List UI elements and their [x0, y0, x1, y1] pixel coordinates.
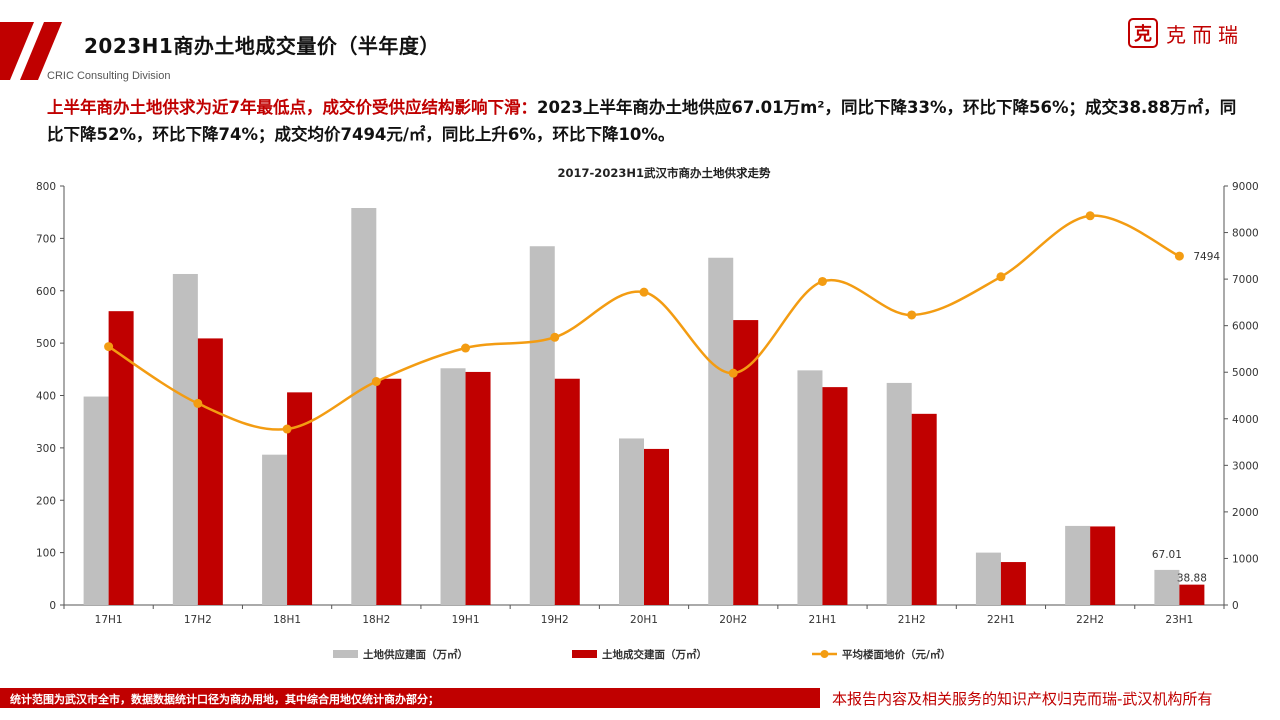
- transaction-bar: [1090, 526, 1116, 605]
- logo-text: 克而瑞: [1166, 22, 1244, 47]
- data-label: 7494: [1193, 251, 1220, 263]
- x-tick-label: 18H2: [362, 614, 390, 626]
- summary-detail: 2023上半年商办土地供应67.01万m²，同比下降33%，环比下降56%；成交…: [47, 98, 1237, 144]
- avg-price-point: [461, 343, 471, 353]
- supply-bar: [351, 207, 377, 605]
- transaction-bar: [376, 378, 402, 605]
- avg-price-point: [639, 287, 649, 297]
- chart-title: 2017-2023H1武汉市商办土地供求走势: [558, 166, 771, 180]
- right-tick-label: 5000: [1232, 367, 1259, 379]
- supply-bar: [708, 257, 734, 605]
- transaction-bar: [465, 371, 491, 605]
- left-tick-label: 700: [36, 233, 56, 245]
- legend-swatch: [333, 650, 358, 658]
- avg-price-point: [104, 342, 114, 352]
- supply-demand-chart: 2017-2023H1武汉市商办土地供求走势 0 100 200 300 400 500 60…: [36, 166, 1259, 661]
- transaction-bar: [911, 413, 937, 605]
- data-label: 67.01: [1152, 549, 1182, 561]
- avg-price-point: [1085, 211, 1095, 221]
- legend-label: 土地供应建面（万㎡）: [363, 648, 468, 661]
- right-tick-label: 2000: [1232, 507, 1259, 519]
- left-tick-label: 600: [36, 286, 56, 298]
- footer-bar: [0, 688, 820, 708]
- legend-label: 土地成交建面（万㎡）: [602, 648, 707, 661]
- supply-bar: [797, 370, 823, 605]
- avg-price-point: [817, 276, 827, 286]
- right-tick-label: 6000: [1232, 321, 1259, 333]
- right-tick-label: 9000: [1232, 181, 1259, 193]
- data-label: 38.88: [1177, 573, 1207, 585]
- avg-price-point: [282, 424, 292, 434]
- avg-price-point: [1174, 251, 1184, 261]
- supply-bar: [1065, 525, 1091, 605]
- supply-bar: [262, 454, 288, 605]
- summary-highlight: 上半年商办土地供求为近7年最低点，成交价受供应结构影响下滑：: [47, 98, 537, 117]
- right-tick-label: 1000: [1232, 553, 1259, 565]
- legend-marker: [820, 650, 829, 658]
- supply-bar: [529, 246, 555, 605]
- legend-swatch: [572, 650, 597, 658]
- logo-mark-icon: 克: [1128, 18, 1158, 48]
- x-tick-label: 20H1: [630, 614, 658, 626]
- x-tick-label: 21H1: [808, 614, 836, 626]
- avg-price-point: [371, 377, 381, 387]
- footer: 统计范围为武汉市全市，数据数据统计口径为商办用地，其中综合用地仅统计商办部分； …: [0, 688, 1280, 720]
- right-tick-label: 4000: [1232, 414, 1259, 426]
- x-tick-label: 18H1: [273, 614, 301, 626]
- transaction-bar: [733, 320, 759, 605]
- supply-bar: [440, 368, 466, 605]
- supply-bar: [975, 552, 1001, 605]
- transaction-bar: [554, 378, 580, 605]
- summary-text: 上半年商办土地供求为近7年最低点，成交价受供应结构影响下滑：2023上半年商办土…: [47, 94, 1237, 148]
- right-tick-label: 0: [1232, 600, 1239, 612]
- left-tick-label: 400: [36, 391, 56, 403]
- avg-price-point: [193, 398, 203, 408]
- transaction-bar: [822, 387, 848, 605]
- page-title: 2023H1商办土地成交量价（半年度）: [84, 34, 440, 58]
- x-tick-label: 17H1: [95, 614, 123, 626]
- supply-bar: [886, 382, 912, 605]
- avg-price-point: [996, 272, 1006, 282]
- header-accent-shape: [0, 22, 62, 80]
- left-tick-label: 100: [36, 548, 56, 560]
- right-tick-label: 3000: [1232, 460, 1259, 472]
- avg-price-point: [907, 310, 917, 320]
- transaction-bar: [1000, 562, 1026, 605]
- supply-bar: [1154, 569, 1180, 605]
- left-tick-label: 800: [36, 181, 56, 193]
- transaction-bar: [644, 448, 669, 605]
- left-tick-label: 300: [36, 443, 56, 455]
- x-tick-label: 22H1: [987, 614, 1015, 626]
- legend-label: 平均楼面地价（元/㎡）: [842, 648, 951, 661]
- supply-bar: [172, 273, 198, 605]
- left-tick-label: 200: [36, 495, 56, 507]
- x-tick-label: 22H2: [1076, 614, 1104, 626]
- supply-bar: [83, 396, 109, 605]
- transaction-bar: [287, 392, 313, 605]
- right-tick-label: 8000: [1232, 228, 1259, 240]
- x-tick-label: 17H2: [184, 614, 212, 626]
- x-tick-label: 20H2: [719, 614, 747, 626]
- left-tick-label: 500: [36, 338, 56, 350]
- x-tick-label: 19H1: [452, 614, 480, 626]
- right-tick-label: 7000: [1232, 274, 1259, 286]
- transaction-bar: [197, 338, 223, 605]
- supply-bar: [619, 438, 644, 605]
- left-tick-label: 0: [49, 600, 56, 612]
- avg-price-point: [550, 332, 560, 342]
- avg-price-point: [728, 368, 738, 378]
- footer-note: 统计范围为武汉市全市，数据数据统计口径为商办用地，其中综合用地仅统计商办部分；: [10, 693, 439, 706]
- logo: 克 克而瑞: [1128, 16, 1244, 50]
- x-tick-label: 23H1: [1165, 614, 1193, 626]
- avg-price-line: [107, 214, 1180, 431]
- division-label: CRIC Consulting Division: [47, 70, 171, 82]
- footer-copyright: 本报告内容及相关服务的知识产权归克而瑞-武汉机构所有: [832, 690, 1213, 708]
- x-tick-label: 21H2: [898, 614, 926, 626]
- x-tick-label: 19H2: [541, 614, 569, 626]
- transaction-bar: [1179, 584, 1205, 605]
